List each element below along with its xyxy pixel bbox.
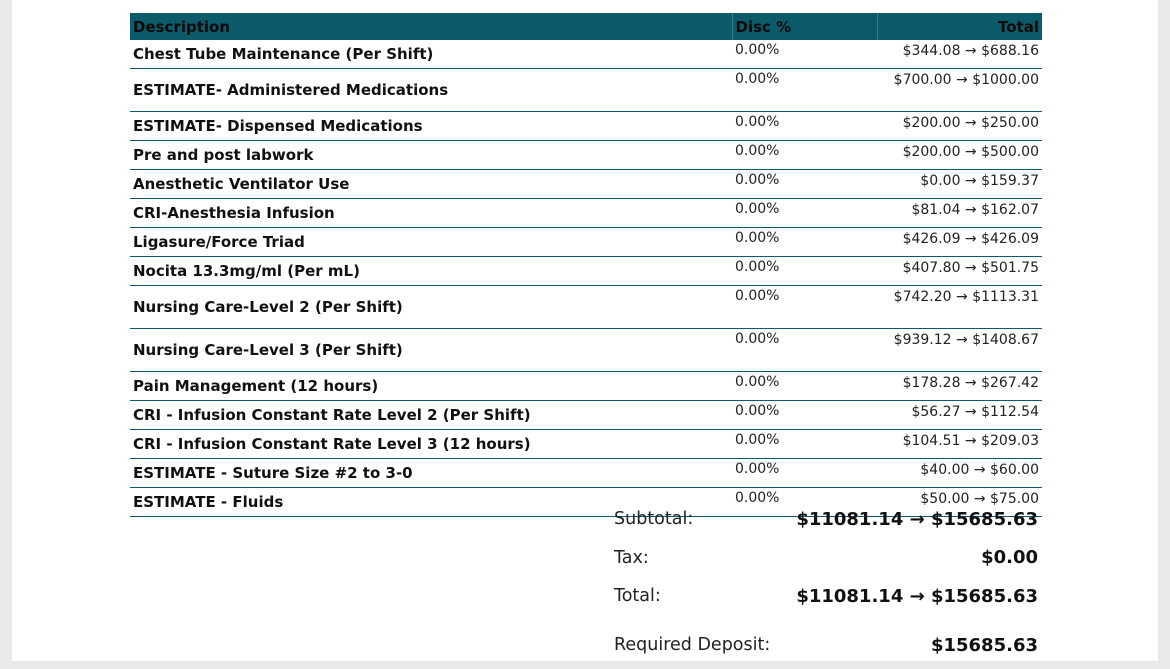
row-total: $344.08 → $688.16: [877, 40, 1042, 69]
row-description: Ligasure/Force Triad: [130, 227, 732, 257]
total-label: Total:: [614, 586, 661, 606]
row-description: CRI - Infusion Constant Rate Level 3 (12…: [130, 429, 732, 459]
row-description: Pain Management (12 hours): [130, 371, 732, 401]
subtotal-value: $11081.14 → $15685.63: [796, 508, 1038, 530]
row-disc: 0.00%: [732, 285, 877, 329]
row-disc: 0.00%: [732, 40, 877, 69]
table-row: Chest Tube Maintenance (Per Shift) 0.00%…: [130, 40, 1042, 69]
row-disc: 0.00%: [732, 68, 877, 112]
row-description: Nocita 13.3mg/ml (Per mL): [130, 256, 732, 286]
row-disc: 0.00%: [732, 198, 877, 228]
row-total: $200.00 → $250.00: [877, 111, 1042, 141]
table-row: ESTIMATE - Fluids 0.00% $50.00 → $75.00: [130, 487, 1042, 517]
header-total: Total: [876, 13, 1042, 40]
row-disc: 0.00%: [732, 400, 877, 430]
estimate-page: Description Disc % Total Chest Tube Main…: [12, 0, 1158, 661]
row-disc: 0.00%: [732, 140, 877, 170]
row-description: Chest Tube Maintenance (Per Shift): [130, 40, 732, 69]
row-total: $200.00 → $500.00: [877, 140, 1042, 170]
row-disc: 0.00%: [732, 227, 877, 257]
row-disc: 0.00%: [732, 429, 877, 459]
row-total: $0.00 → $159.37: [877, 169, 1042, 199]
table-header-row: Description Disc % Total: [130, 13, 1042, 40]
table-row: Anesthetic Ventilator Use 0.00% $0.00 → …: [130, 169, 1042, 199]
table-row: Pain Management (12 hours) 0.00% $178.28…: [130, 371, 1042, 401]
row-total: $742.20 → $1113.31: [877, 285, 1042, 329]
table-row: Pre and post labwork 0.00% $200.00 → $50…: [130, 140, 1042, 170]
row-description: CRI - Infusion Constant Rate Level 2 (Pe…: [130, 400, 732, 430]
table-row: CRI-Anesthesia Infusion 0.00% $81.04 → $…: [130, 198, 1042, 228]
row-total: $407.80 → $501.75: [877, 256, 1042, 286]
tax-value: $0.00: [981, 547, 1038, 568]
row-disc: 0.00%: [732, 256, 877, 286]
deposit-label: Required Deposit:: [614, 635, 771, 655]
table-row: Ligasure/Force Triad 0.00% $426.09 → $42…: [130, 227, 1042, 257]
tax-label: Tax:: [614, 547, 649, 568]
table-row: Nocita 13.3mg/ml (Per mL) 0.00% $407.80 …: [130, 256, 1042, 286]
subtotal-label: Subtotal:: [614, 509, 694, 529]
table-row: Nursing Care-Level 3 (Per Shift) 0.00% $…: [130, 328, 1042, 372]
row-total: $104.51 → $209.03: [877, 429, 1042, 459]
row-total: $50.00 → $75.00: [877, 487, 1042, 517]
row-disc: 0.00%: [732, 487, 877, 517]
summary-table: Subtotal: $11081.14 → $15685.63 Tax: $0.…: [614, 494, 1038, 669]
header-description: Description: [130, 13, 732, 40]
table-row: ESTIMATE- Administered Medications 0.00%…: [130, 68, 1042, 112]
row-disc: 0.00%: [732, 169, 877, 199]
row-disc: 0.00%: [732, 328, 877, 372]
table-row: ESTIMATE- Dispensed Medications 0.00% $2…: [130, 111, 1042, 141]
row-disc: 0.00%: [732, 371, 877, 401]
deposit-value: $15685.63: [930, 634, 1038, 656]
header-disc: Disc %: [731, 13, 877, 40]
line-items-table: Description Disc % Total Chest Tube Main…: [130, 13, 1042, 517]
row-description: Nursing Care-Level 3 (Per Shift): [130, 328, 732, 372]
row-description: Pre and post labwork: [130, 140, 732, 170]
total-row: Total: $11081.14 → $15685.63: [614, 571, 1038, 621]
row-total: $40.00 → $60.00: [877, 458, 1042, 488]
row-description: Anesthetic Ventilator Use: [130, 169, 732, 199]
table-row: CRI - Infusion Constant Rate Level 2 (Pe…: [130, 400, 1042, 430]
row-description: Nursing Care-Level 2 (Per Shift): [130, 285, 732, 329]
row-description: ESTIMATE - Suture Size #2 to 3-0: [130, 458, 732, 488]
deposit-row: Required Deposit: $15685.63: [614, 621, 1038, 669]
subtotal-row: Subtotal: $11081.14 → $15685.63: [614, 494, 1038, 544]
row-total: $939.12 → $1408.67: [877, 328, 1042, 372]
row-disc: 0.00%: [732, 458, 877, 488]
row-total: $81.04 → $162.07: [877, 198, 1042, 228]
row-total: $426.09 → $426.09: [877, 227, 1042, 257]
table-row: CRI - Infusion Constant Rate Level 3 (12…: [130, 429, 1042, 459]
row-description: ESTIMATE - Fluids: [130, 487, 732, 517]
row-total: $700.00 → $1000.00: [877, 68, 1042, 112]
row-total: $56.27 → $112.54: [877, 400, 1042, 430]
row-description: CRI-Anesthesia Infusion: [130, 198, 732, 228]
row-total: $178.28 → $267.42: [877, 371, 1042, 401]
row-disc: 0.00%: [732, 111, 877, 141]
table-row: Nursing Care-Level 2 (Per Shift) 0.00% $…: [130, 285, 1042, 329]
row-description: ESTIMATE- Administered Medications: [130, 68, 732, 112]
tax-row: Tax: $0.00: [614, 544, 1038, 571]
table-row: ESTIMATE - Suture Size #2 to 3-0 0.00% $…: [130, 458, 1042, 488]
row-description: ESTIMATE- Dispensed Medications: [130, 111, 732, 141]
total-value: $11081.14 → $15685.63: [796, 585, 1038, 607]
